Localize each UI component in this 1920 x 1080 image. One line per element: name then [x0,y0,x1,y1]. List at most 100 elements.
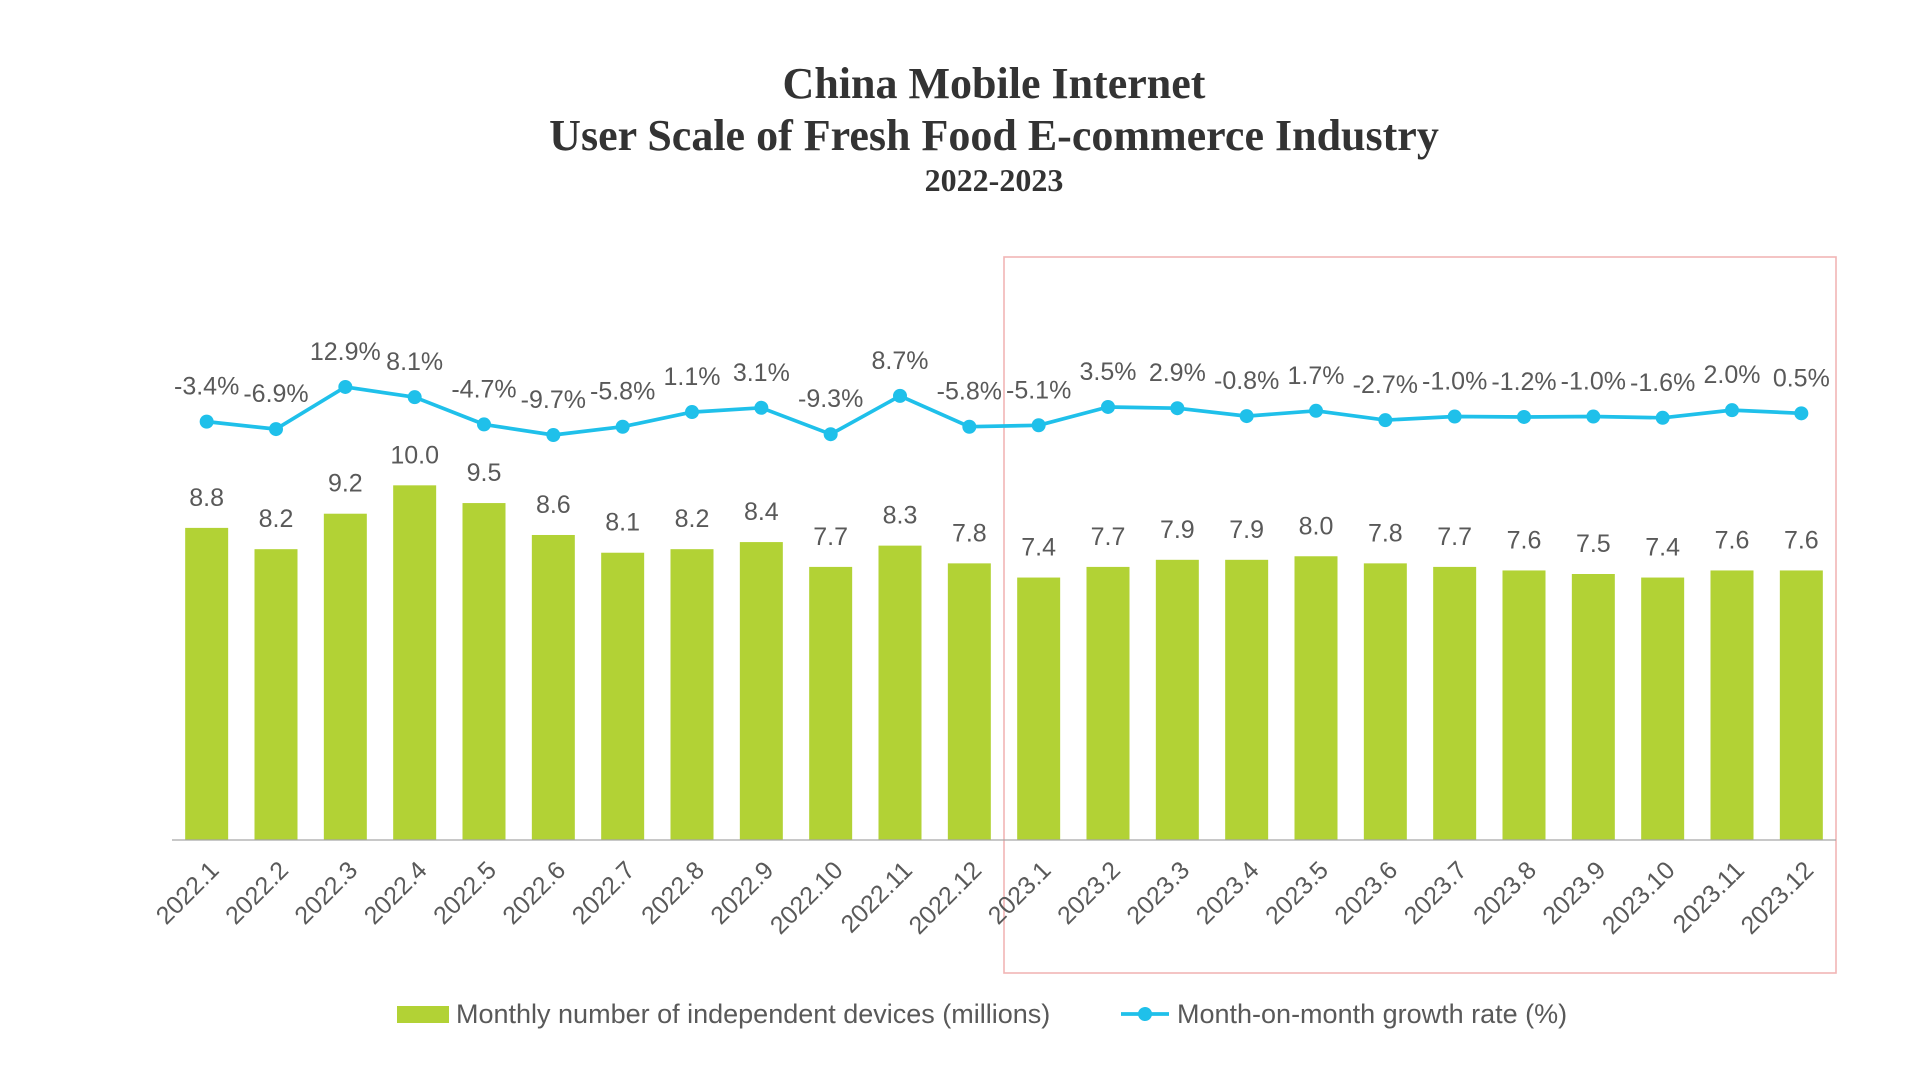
bar-value-label-2023-3: 7.9 [1160,516,1195,544]
growth-rate-label-2023-5: 1.7% [1288,362,1345,390]
title-line-2: User Scale of Fresh Food E-commerce Indu… [549,111,1439,160]
bar-value-label-2022-7: 8.1 [605,509,640,537]
growth-rate-label-2022-11: 8.7% [872,347,929,375]
x-tick-label-2022-6: 2022.6 [497,856,571,930]
growth-rate-point-2022-4 [407,390,422,405]
bar-value-label-2023-7: 7.7 [1437,523,1472,551]
bar-value-label-2022-3: 9.2 [328,470,363,498]
bar-value-label-2023-11: 7.6 [1715,526,1750,554]
x-tick-label-2023-6: 2023.6 [1329,856,1403,930]
growth-rate-point-2022-2 [269,422,283,437]
x-tick-label-2022-5: 2022.5 [428,856,502,930]
highlight-layer [1003,256,1837,974]
growth-rate-point-2022-11 [893,388,907,403]
growth-rate-label-2022-7: -5.8% [590,378,655,406]
growth-rate-point-2023-10 [1655,410,1670,425]
chart-subtitle: 2022-2023 [925,162,1064,198]
x-tick-label-2022-7: 2022.7 [567,856,641,930]
bar-2022-10 [809,566,853,840]
bar-value-label-2023-9: 7.5 [1576,530,1611,558]
legend: Monthly number of independent devices (m… [397,999,1567,1029]
growth-rate-point-2022-6 [546,428,561,443]
growth-rate-point-2023-4 [1239,409,1254,424]
x-tick-label-2023-2: 2023.2 [1052,856,1126,930]
x-tick-label-2023-10: 2023.10 [1597,856,1681,940]
bar-value-label-2023-10: 7.4 [1645,534,1680,562]
chart-title: China Mobile Internet User Scale of Fres… [549,59,1439,198]
x-tick-label-2023-4: 2023.4 [1191,856,1265,930]
bar-value-label-2022-9: 8.4 [744,498,779,526]
bar-2023-8 [1502,570,1546,840]
growth-rate-point-2023-3 [1170,401,1185,416]
growth-rate-label-2023-10: -1.6% [1630,369,1695,397]
x-tick-label-2023-7: 2023.7 [1399,856,1473,930]
growth-rate-label-2022-8: 1.1% [664,363,721,391]
highlight-box [1003,256,1837,974]
growth-rate-point-2023-12 [1794,406,1809,421]
growth-rate-label-2022-4: 8.1% [386,348,443,376]
growth-rate-point-2022-3 [338,379,353,394]
growth-rate-point-2023-8 [1517,409,1531,424]
growth-rate-point-2022-9 [754,400,769,415]
growth-rate-label-2022-1: -3.4% [174,373,239,401]
bar-2022-12 [947,563,991,840]
bar-value-label-2023-2: 7.7 [1091,523,1126,551]
growth-rate-label-2023-4: -0.8% [1214,367,1279,395]
legend-item-growth-rate: Month-on-month growth rate (%) [1121,999,1567,1029]
growth-rate-label-2023-6: -2.7% [1353,371,1418,399]
bar-value-label-2022-6: 8.6 [536,491,571,519]
bar-2023-2 [1086,566,1130,840]
bar-2022-5 [462,503,506,840]
growth-rate-point-2023-7 [1447,409,1462,424]
x-tick-label-2022-11: 2022.11 [836,856,918,938]
x-tick-label-2022-12: 2022.12 [904,856,988,940]
bar-2023-10 [1641,577,1685,840]
growth-rate-label-2023-8: -1.2% [1491,368,1556,396]
growth-rate-point-2023-6 [1378,413,1393,428]
bar-2022-2 [254,549,298,840]
bar-2023-11 [1710,570,1754,840]
bar-value-label-2023-5: 8.0 [1299,512,1334,540]
bar-2022-9 [739,542,783,840]
bar-2022-3 [323,513,367,840]
growth-rate-label-2023-1: -5.1% [1006,376,1071,404]
bar-value-label-2023-6: 7.8 [1368,519,1403,547]
bar-2023-1 [1017,577,1061,840]
bar-2023-3 [1155,559,1199,840]
growth-rate-label-2022-3: 12.9% [310,338,381,366]
growth-rate-point-2022-7 [615,419,630,434]
x-tick-label-2022-8: 2022.8 [636,856,710,930]
x-tick-label-2023-3: 2023.3 [1121,856,1195,930]
bar-2023-6 [1363,563,1407,840]
bar-value-label-2023-1: 7.4 [1021,534,1056,562]
bar-value-label-2023-8: 7.6 [1507,526,1542,554]
growth-rate-point-2023-9 [1586,409,1601,424]
growth-rate-label-2023-3: 2.9% [1149,359,1206,387]
growth-rate-point-2022-5 [477,417,491,432]
legend-swatch-bar [397,1006,449,1023]
legend-swatch-marker [1138,1007,1152,1021]
bar-2022-8 [670,549,714,840]
x-tick-label-2022-2: 2022.2 [220,856,294,930]
growth-rate-point-2022-1 [199,414,214,429]
growth-rate-point-2022-12 [962,419,977,434]
bar-value-label-2022-4: 10.0 [390,441,439,469]
growth-rate-point-2023-1 [1031,418,1046,433]
bar-2023-5 [1294,556,1338,840]
growth-rate-label-2023-7: -1.0% [1422,368,1487,396]
growth-rate-point-2023-2 [1101,399,1115,414]
growth-rate-label-2022-5: -4.7% [451,375,516,403]
legend-item-devices: Monthly number of independent devices (m… [397,999,1050,1029]
growth-rate-label-2022-9: 3.1% [733,359,790,387]
bar-value-label-2022-1: 8.8 [189,484,224,512]
bar-2022-1 [185,527,229,840]
growth-rate-point-2022-8 [685,405,699,420]
bar-value-label-2022-5: 9.5 [467,459,502,487]
bar-2022-11 [878,545,922,840]
x-tick-label-2022-3: 2022.3 [289,856,363,930]
bar-value-label-2022-11: 8.3 [883,502,918,530]
x-tick-label-2023-1: 2023.1 [983,856,1057,930]
bar-value-label-2023-4: 7.9 [1229,516,1264,544]
x-tick-label-2023-11: 2023.11 [1668,856,1750,938]
